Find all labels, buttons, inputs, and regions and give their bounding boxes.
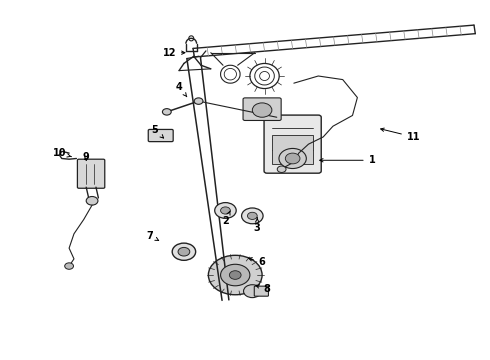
Text: 5: 5: [151, 125, 164, 138]
Text: 7: 7: [147, 231, 159, 240]
Text: 4: 4: [175, 82, 187, 97]
Text: 11: 11: [381, 128, 420, 142]
Circle shape: [178, 247, 190, 256]
Circle shape: [242, 208, 263, 224]
Text: 8: 8: [256, 284, 270, 294]
Circle shape: [172, 243, 196, 260]
Text: 2: 2: [222, 211, 230, 226]
Circle shape: [194, 98, 203, 104]
Circle shape: [86, 197, 98, 205]
Circle shape: [252, 103, 272, 117]
Circle shape: [285, 153, 300, 164]
FancyBboxPatch shape: [148, 130, 173, 141]
FancyBboxPatch shape: [254, 286, 269, 296]
FancyBboxPatch shape: [77, 159, 105, 188]
Circle shape: [247, 212, 257, 220]
Text: 1: 1: [319, 155, 375, 165]
FancyBboxPatch shape: [264, 115, 321, 173]
Text: 3: 3: [254, 218, 261, 233]
FancyBboxPatch shape: [243, 98, 281, 121]
Circle shape: [215, 203, 236, 219]
Circle shape: [244, 285, 261, 298]
Text: 6: 6: [249, 257, 266, 267]
Circle shape: [220, 264, 250, 286]
Circle shape: [279, 148, 306, 168]
Circle shape: [162, 109, 171, 115]
Text: 10: 10: [52, 148, 72, 158]
Circle shape: [277, 166, 286, 172]
Circle shape: [208, 255, 262, 295]
Circle shape: [229, 271, 241, 279]
Circle shape: [220, 207, 230, 214]
Text: 12: 12: [163, 48, 185, 58]
Circle shape: [65, 263, 74, 269]
FancyBboxPatch shape: [272, 135, 314, 164]
Text: 9: 9: [83, 152, 90, 162]
